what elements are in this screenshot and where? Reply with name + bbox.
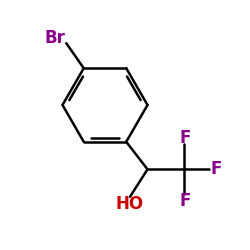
Text: HO: HO <box>116 195 144 213</box>
Text: Br: Br <box>44 29 66 47</box>
Text: F: F <box>179 129 191 147</box>
Text: F: F <box>210 160 222 178</box>
Text: F: F <box>179 192 191 210</box>
